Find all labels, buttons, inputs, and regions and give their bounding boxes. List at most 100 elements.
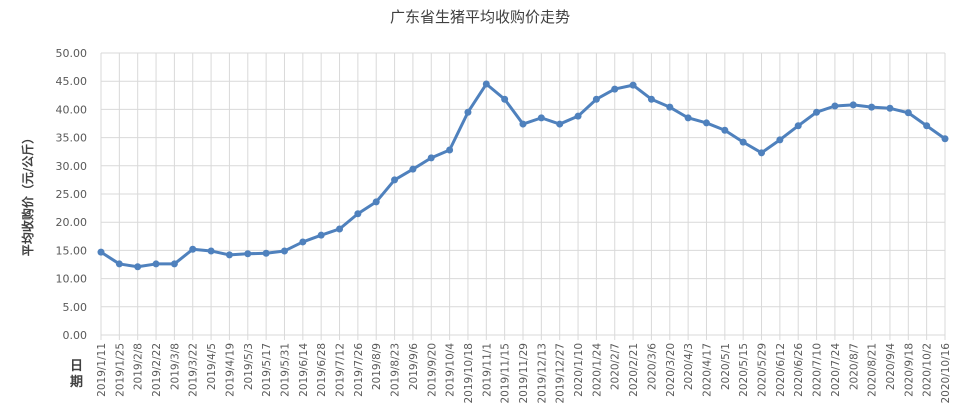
x-tick-label: 2019/9/20 <box>426 343 438 397</box>
x-tick-label: 2019/12/13 <box>536 343 548 404</box>
data-point <box>831 102 839 110</box>
x-tick-label: 2020/8/7 <box>848 343 860 390</box>
y-tick-label: 45.00 <box>56 75 88 88</box>
y-tick-label: 35.00 <box>56 132 88 145</box>
y-tick-label: 30.00 <box>56 160 88 173</box>
data-point <box>134 263 142 271</box>
data-point <box>207 247 215 255</box>
data-point <box>482 80 490 88</box>
x-tick-label: 2019/6/28 <box>316 343 328 397</box>
data-point <box>262 249 270 257</box>
x-tick-label: 2019/11/1 <box>481 343 493 397</box>
x-axis-label-char-2: 期 <box>70 375 83 390</box>
x-tick-label: 2020/9/18 <box>903 343 915 397</box>
x-tick-label: 2020/6/26 <box>793 343 805 397</box>
x-tick-label: 2020/10/2 <box>922 343 934 397</box>
data-point <box>189 245 197 253</box>
data-point <box>391 176 399 184</box>
x-tick-label: 2019/8/23 <box>390 343 402 397</box>
data-point <box>849 101 857 109</box>
x-tick-label: 2019/11/15 <box>500 343 512 404</box>
data-point <box>336 225 344 233</box>
y-tick-label: 40.00 <box>56 103 88 116</box>
data-point <box>647 95 655 103</box>
x-tick-label: 2019/12/27 <box>555 343 567 404</box>
y-tick-label: 0.00 <box>63 329 88 342</box>
data-point <box>758 149 766 157</box>
x-tick-label: 2020/10/16 <box>940 343 952 404</box>
data-point <box>280 247 288 255</box>
x-tick-label: 2020/5/1 <box>720 343 732 390</box>
x-tick-label: 2020/4/3 <box>683 343 695 390</box>
x-axis-label: 日 期 <box>70 359 83 390</box>
data-point <box>923 122 931 130</box>
data-point <box>904 109 912 117</box>
data-point <box>739 138 747 146</box>
x-tick-label: 2019/10/4 <box>445 343 457 397</box>
x-tick-label: 2019/7/12 <box>335 343 347 397</box>
x-tick-label: 2019/1/25 <box>114 343 126 397</box>
x-tick-label: 2020/5/29 <box>757 343 769 397</box>
y-tick-label: 15.00 <box>56 244 88 257</box>
x-tick-label: 2019/9/6 <box>408 343 420 390</box>
data-point <box>868 103 876 111</box>
data-point <box>409 165 417 173</box>
x-tick-label: 2019/2/22 <box>151 343 163 397</box>
data-point <box>464 108 472 116</box>
data-point <box>941 135 949 143</box>
x-tick-label: 2020/8/21 <box>867 343 879 397</box>
data-point <box>317 231 325 239</box>
data-point <box>684 114 692 122</box>
data-point <box>721 126 729 134</box>
x-tick-label: 2019/5/31 <box>279 343 291 397</box>
x-tick-label: 2019/11/29 <box>518 343 530 404</box>
data-point <box>574 112 582 120</box>
x-tick-label: 2019/4/5 <box>206 343 218 390</box>
x-tick-label: 2019/2/8 <box>133 343 145 390</box>
data-point <box>115 260 123 268</box>
data-point <box>629 81 637 89</box>
x-tick-label: 2020/5/15 <box>738 343 750 397</box>
x-tick-label: 2019/4/19 <box>224 343 236 397</box>
x-tick-label: 2020/3/6 <box>646 343 658 390</box>
x-tick-label: 2019/3/22 <box>188 343 200 397</box>
data-point <box>427 154 435 162</box>
x-tick-label: 2019/7/26 <box>353 343 365 397</box>
x-tick-label: 2019/1/11 <box>96 343 108 397</box>
data-point <box>299 238 307 246</box>
y-tick-label: 5.00 <box>63 301 88 314</box>
x-tick-label: 2020/1/10 <box>573 343 585 397</box>
data-point <box>776 136 784 144</box>
x-tick-label: 2019/6/14 <box>298 343 310 397</box>
y-tick-label: 25.00 <box>56 188 88 201</box>
data-point <box>702 119 710 127</box>
data-point <box>794 122 802 130</box>
data-point <box>556 120 564 128</box>
data-point <box>97 248 105 256</box>
data-point <box>244 250 252 258</box>
data-point <box>666 103 674 111</box>
x-tick-label: 2020/7/24 <box>830 343 842 397</box>
data-point <box>886 104 894 112</box>
x-tick-label: 2020/4/17 <box>701 343 713 397</box>
data-point <box>501 95 509 103</box>
data-point <box>519 120 527 128</box>
data-point <box>537 114 545 122</box>
data-point <box>354 210 362 218</box>
x-tick-label: 2019/5/3 <box>243 343 255 390</box>
y-tick-label: 20.00 <box>56 216 88 229</box>
x-tick-label: 2019/8/9 <box>371 343 383 390</box>
data-point <box>170 260 178 268</box>
chart-title: 广东省生猪平均收购价走势 <box>390 8 570 26</box>
data-point <box>446 146 454 154</box>
x-tick-label: 2020/9/4 <box>885 343 897 390</box>
x-tick-label: 2020/2/21 <box>628 343 640 397</box>
x-tick-label: 2019/3/8 <box>169 343 181 390</box>
data-point <box>611 85 619 93</box>
data-point <box>372 198 380 206</box>
data-point <box>152 260 160 268</box>
y-tick-label: 50.00 <box>56 47 88 60</box>
y-axis-label: 平均收购价（元/公斤） <box>20 132 35 256</box>
data-point <box>225 251 233 259</box>
